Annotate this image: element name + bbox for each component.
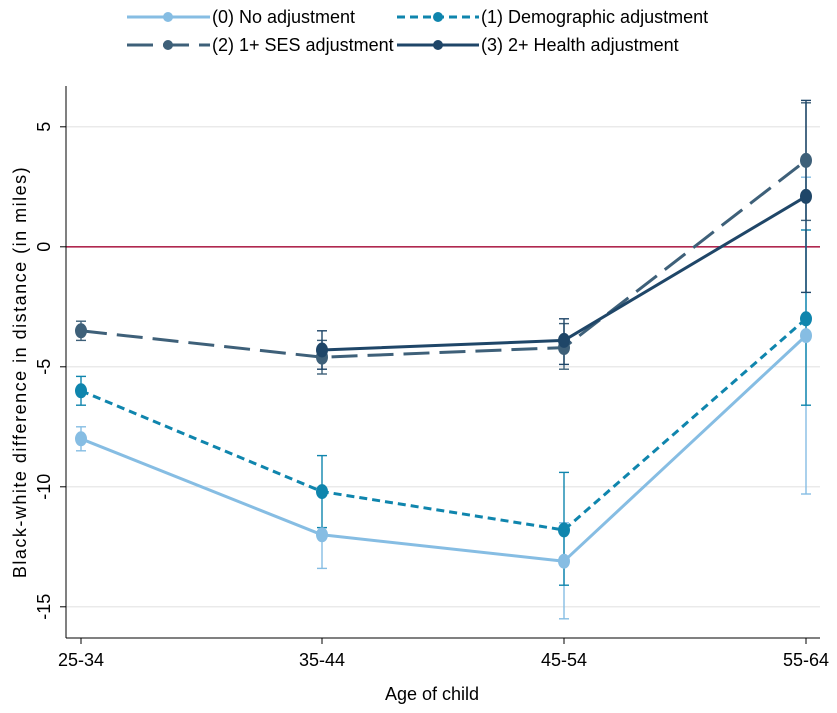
data-point bbox=[558, 553, 570, 569]
data-point bbox=[75, 323, 87, 339]
legend-label-series-1: (1) Demographic adjustment bbox=[481, 7, 708, 27]
legend-marker-series-1 bbox=[433, 12, 443, 22]
y-tick-label: 5 bbox=[34, 122, 54, 132]
series-line-0 bbox=[80, 334, 808, 563]
legend-marker-series-3 bbox=[433, 40, 443, 50]
x-ticks: 25-34 35-44 45-54 55-64 bbox=[58, 638, 829, 670]
data-point bbox=[558, 332, 570, 348]
legend: (0) No adjustment (1) Demographic adjust… bbox=[127, 7, 708, 55]
x-tick-label: 55-64 bbox=[783, 650, 829, 670]
data-point bbox=[800, 188, 812, 204]
y-ticks: 5 0 -5 -10 -15 bbox=[34, 122, 66, 620]
legend-item-series-0: (0) No adjustment bbox=[127, 7, 355, 27]
data-point bbox=[316, 484, 328, 500]
x-tick-label: 45-54 bbox=[541, 650, 587, 670]
legend-label-series-2: (2) 1+ SES adjustment bbox=[212, 35, 394, 55]
legend-item-series-3: (3) 2+ Health adjustment bbox=[397, 35, 679, 55]
series-line-2 bbox=[80, 159, 807, 359]
data-point bbox=[316, 342, 328, 358]
y-axis-label: Black-white difference in distance (in m… bbox=[10, 166, 30, 578]
data-point bbox=[316, 527, 328, 543]
data-point bbox=[800, 328, 812, 344]
axes bbox=[65, 86, 820, 639]
y-tick-label: -15 bbox=[34, 594, 54, 620]
series-line-1 bbox=[80, 317, 807, 532]
x-tick-label: 35-44 bbox=[299, 650, 345, 670]
legend-label-series-3: (3) 2+ Health adjustment bbox=[481, 35, 679, 55]
data-point bbox=[800, 311, 812, 327]
series-lines bbox=[80, 159, 808, 563]
data-point bbox=[558, 522, 570, 538]
legend-marker-series-2 bbox=[163, 40, 173, 50]
legend-item-series-2: (2) 1+ SES adjustment bbox=[127, 35, 394, 55]
legend-label-series-0: (0) No adjustment bbox=[212, 7, 355, 27]
x-tick-label: 25-34 bbox=[58, 650, 104, 670]
data-point bbox=[75, 383, 87, 399]
confidence-intervals bbox=[76, 99, 811, 620]
data-point bbox=[800, 152, 812, 168]
y-tick-label: -5 bbox=[34, 359, 54, 375]
y-tick-label: 0 bbox=[34, 242, 54, 252]
y-tick-label: -10 bbox=[34, 474, 54, 500]
data-point bbox=[75, 431, 87, 447]
legend-marker-series-0 bbox=[163, 12, 173, 22]
x-axis-label: Age of child bbox=[385, 684, 479, 704]
data-points bbox=[75, 152, 812, 569]
gridlines bbox=[66, 126, 820, 608]
legend-item-series-1: (1) Demographic adjustment bbox=[397, 7, 708, 27]
